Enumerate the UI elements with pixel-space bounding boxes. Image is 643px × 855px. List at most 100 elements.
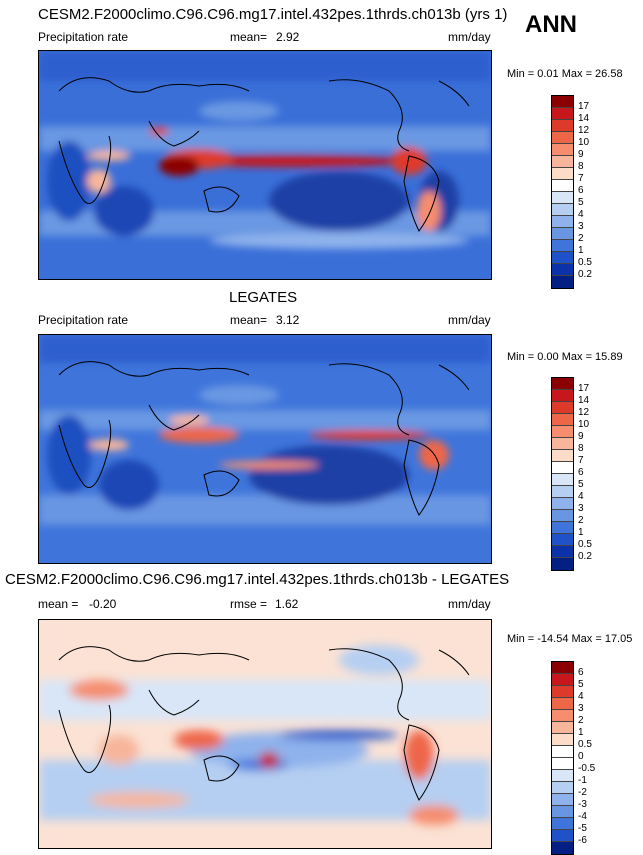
panel1-minmax: Min = 0.01 Max = 26.58 <box>507 68 623 80</box>
season-label: ANN <box>525 11 577 38</box>
colorbar-level-label: 7 <box>578 173 584 184</box>
colorbar-swatch <box>552 722 573 734</box>
colorbar-level-label: 2 <box>578 715 584 726</box>
panel3-minmax: Min = -14.54 Max = 17.05 <box>507 633 633 645</box>
panel2-colorbar <box>551 377 574 571</box>
colorbar-level-label: 1 <box>578 727 584 738</box>
colorbar-level-label: 10 <box>578 419 590 430</box>
colorbar-level-label: -2 <box>578 787 587 798</box>
colorbar-level-label: 9 <box>578 149 584 160</box>
panel3-rmse-label: rmse = <box>230 597 268 611</box>
colorbar-level-label: 1 <box>578 245 584 256</box>
colorbar-level-label: 8 <box>578 443 584 454</box>
panel3-mean-value: -0.20 <box>89 597 117 611</box>
colorbar-level-label: 3 <box>578 221 584 232</box>
colorbar-level-label: 3 <box>578 703 584 714</box>
panel1-colorbar <box>551 95 574 289</box>
colorbar-swatch <box>552 842 573 854</box>
colorbar-level-label: 4 <box>578 491 584 502</box>
colorbar-swatch <box>552 402 573 414</box>
colorbar-swatch <box>552 120 573 132</box>
colorbar-level-label: 1 <box>578 527 584 538</box>
panel2-minmax: Min = 0.00 Max = 15.89 <box>507 351 623 363</box>
colorbar-level-label: 17 <box>578 101 590 112</box>
panel2-map <box>38 334 492 564</box>
panel1-map <box>38 50 492 280</box>
colorbar-swatch <box>552 662 573 674</box>
colorbar-level-label: 9 <box>578 431 584 442</box>
colorbar-level-label: 5 <box>578 479 584 490</box>
colorbar-swatch <box>552 240 573 252</box>
panel3-colorbar <box>551 661 574 855</box>
colorbar-level-label: 12 <box>578 407 590 418</box>
colorbar-swatch <box>552 438 573 450</box>
panel1-stat-label: mean= <box>230 30 268 44</box>
panel1-title: CESM2.F2000climo.C96.C96.mg17.intel.432p… <box>38 6 508 23</box>
colorbar-swatch <box>552 710 573 722</box>
colorbar-swatch <box>552 782 573 794</box>
colorbar-level-label: 14 <box>578 395 590 406</box>
colorbar-swatch <box>552 758 573 770</box>
colorbar-level-label: 3 <box>578 503 584 514</box>
colorbar-level-label: 0.5 <box>578 739 592 750</box>
colorbar-swatch <box>552 558 573 570</box>
panel2-title: LEGATES <box>229 289 298 306</box>
panel2-variable: Precipitation rate <box>38 313 129 327</box>
colorbar-swatch <box>552 228 573 240</box>
colorbar-swatch <box>552 534 573 546</box>
colorbar-swatch <box>552 426 573 438</box>
colorbar-swatch <box>552 108 573 120</box>
colorbar-swatch <box>552 192 573 204</box>
colorbar-swatch <box>552 204 573 216</box>
colorbar-swatch <box>552 546 573 558</box>
colorbar-swatch <box>552 770 573 782</box>
colorbar-swatch <box>552 698 573 710</box>
colorbar-swatch <box>552 830 573 842</box>
panel2-stat-value: 3.12 <box>276 313 300 327</box>
panel2-units: mm/day <box>448 313 491 327</box>
colorbar-swatch <box>552 168 573 180</box>
colorbar-swatch <box>552 498 573 510</box>
colorbar-swatch <box>552 180 573 192</box>
colorbar-level-label: 5 <box>578 197 584 208</box>
colorbar-swatch <box>552 276 573 288</box>
colorbar-swatch <box>552 216 573 228</box>
colorbar-level-label: 17 <box>578 383 590 394</box>
colorbar-level-label: 7 <box>578 455 584 466</box>
colorbar-swatch <box>552 510 573 522</box>
panel1-units: mm/day <box>448 30 491 44</box>
colorbar-level-label: 6 <box>578 185 584 196</box>
colorbar-swatch <box>552 674 573 686</box>
colorbar-level-label: 4 <box>578 209 584 220</box>
colorbar-level-label: -0.5 <box>578 763 596 774</box>
colorbar-swatch <box>552 450 573 462</box>
colorbar-level-label: 2 <box>578 233 584 244</box>
panel3-title: CESM2.F2000climo.C96.C96.mg17.intel.432p… <box>5 571 510 588</box>
colorbar-swatch <box>552 378 573 390</box>
colorbar-swatch <box>552 486 573 498</box>
colorbar-swatch <box>552 156 573 168</box>
colorbar-swatch <box>552 474 573 486</box>
colorbar-swatch <box>552 806 573 818</box>
colorbar-swatch <box>552 96 573 108</box>
panel3-mean-label: mean = <box>38 597 79 611</box>
colorbar-swatch <box>552 390 573 402</box>
colorbar-level-label: -1 <box>578 775 587 786</box>
panel3-map <box>38 619 492 849</box>
colorbar-level-label: -6 <box>578 835 587 846</box>
colorbar-swatch <box>552 746 573 758</box>
colorbar-level-label: 6 <box>578 667 584 678</box>
panel1-variable: Precipitation rate <box>38 30 129 44</box>
colorbar-level-label: 12 <box>578 125 590 136</box>
colorbar-swatch <box>552 734 573 746</box>
colorbar-level-label: 0 <box>578 751 584 762</box>
colorbar-level-label: 6 <box>578 467 584 478</box>
colorbar-level-label: 0.2 <box>578 551 592 562</box>
colorbar-swatch <box>552 522 573 534</box>
colorbar-swatch <box>552 132 573 144</box>
colorbar-level-label: 5 <box>578 679 584 690</box>
colorbar-swatch <box>552 462 573 474</box>
colorbar-level-label: 14 <box>578 113 590 124</box>
panel2-stat-label: mean= <box>230 313 268 327</box>
colorbar-level-label: -4 <box>578 811 587 822</box>
